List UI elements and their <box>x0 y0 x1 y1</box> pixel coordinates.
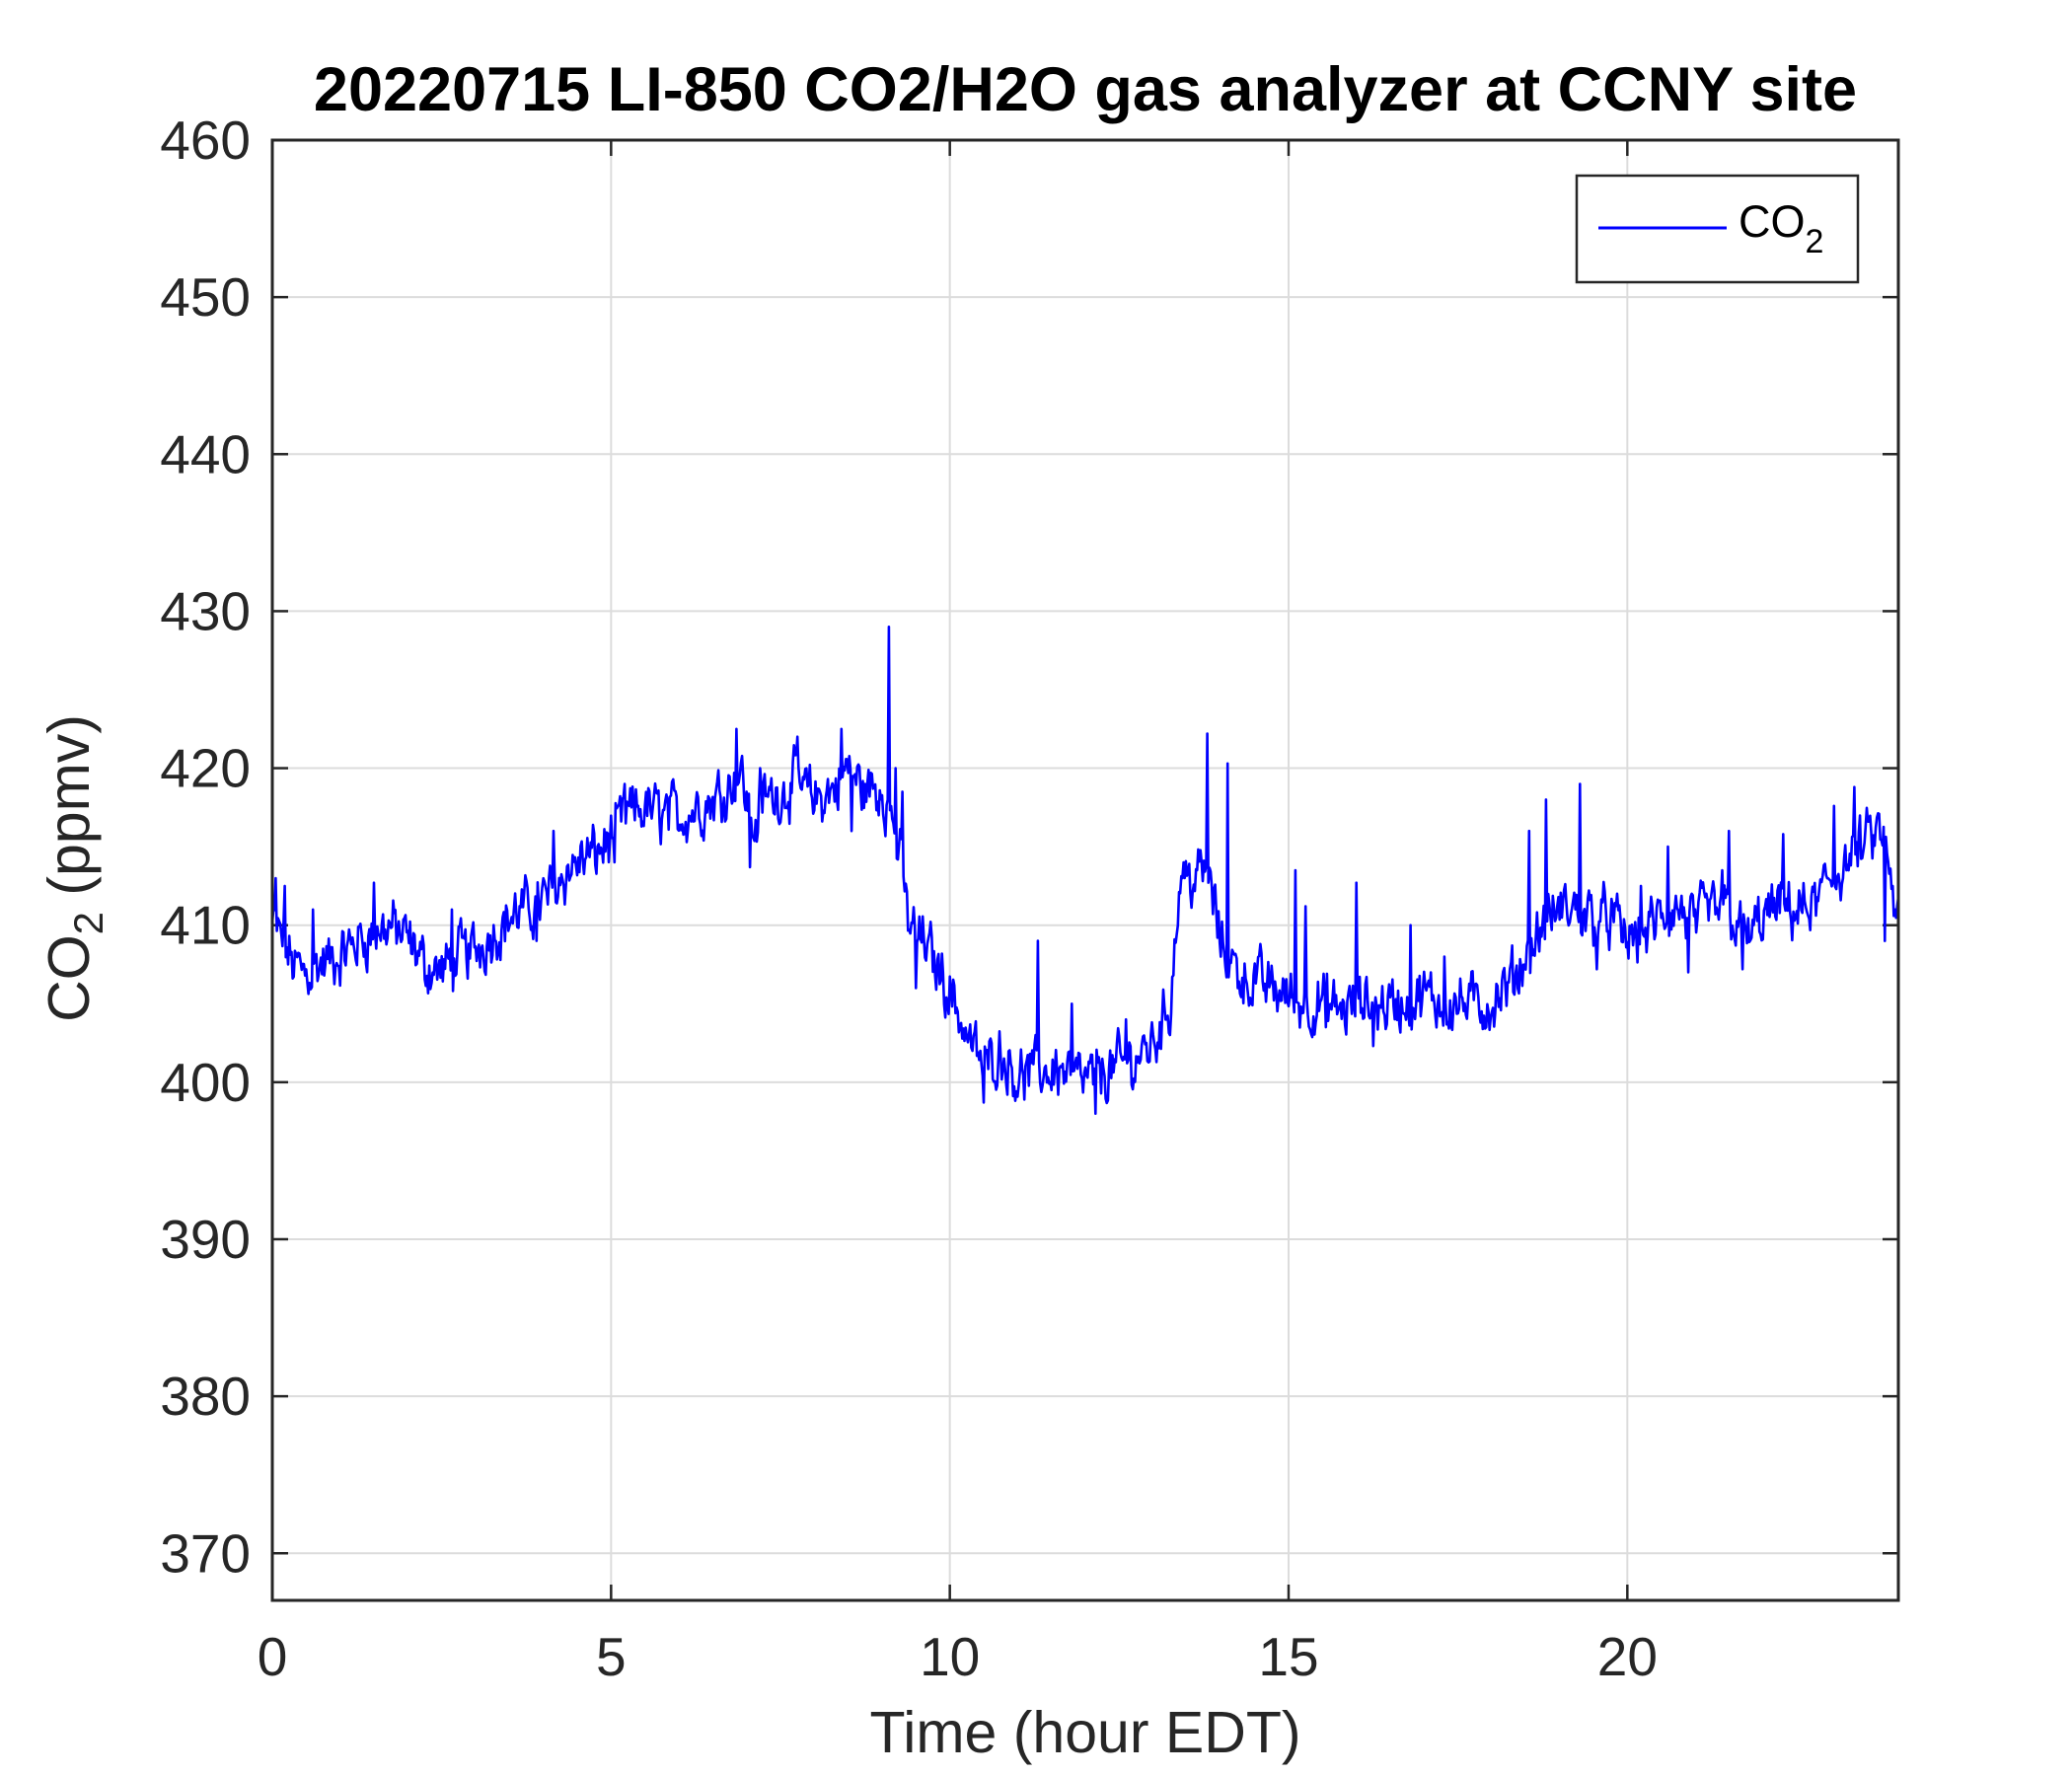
y-tick-label: 460 <box>160 110 251 171</box>
legend: CO2 <box>1575 174 1860 284</box>
y-tick-label: 370 <box>160 1522 251 1584</box>
y-tick-labels: 370 380 390 400 410 420 430 440 450 460 <box>160 110 251 1584</box>
y-tick-label: 420 <box>160 738 251 799</box>
x-tick-label: 0 <box>258 1626 288 1687</box>
x-tick-label: 15 <box>1258 1626 1318 1687</box>
y-tick-label: 410 <box>160 895 251 956</box>
y-tick-label: 390 <box>160 1209 251 1270</box>
y-axis-label: CO2 (ppmv) <box>37 714 111 1022</box>
x-axis-label: Time (hour EDT) <box>869 1700 1300 1765</box>
y-axis-label-main: CO <box>37 934 102 1022</box>
y-axis-label-subscript: 2 <box>65 912 111 934</box>
axes-box <box>270 138 1900 1602</box>
y-tick-label: 400 <box>160 1052 251 1113</box>
y-tick-label: 440 <box>160 423 251 484</box>
legend-label-subscript: 2 <box>1806 223 1824 260</box>
y-tick-label: 430 <box>160 580 251 641</box>
x-tick-label: 20 <box>1597 1626 1658 1687</box>
x-tick-labels: 0 5 10 15 20 <box>258 1626 1658 1687</box>
legend-entry-co2: CO2 <box>1739 196 1823 260</box>
y-tick-label: 380 <box>160 1366 251 1427</box>
plot-area <box>270 625 1900 1115</box>
legend-label-main: CO <box>1739 196 1806 247</box>
y-axis-label-units: (ppmv) <box>37 714 102 912</box>
y-tick-label: 450 <box>160 266 251 328</box>
co2-series-line <box>270 625 1900 1115</box>
x-tick-label: 10 <box>920 1626 980 1687</box>
chart-title: 20220715 LI-850 CO2/H2O gas analyzer at … <box>314 55 1857 124</box>
x-tick-label: 5 <box>596 1626 627 1687</box>
